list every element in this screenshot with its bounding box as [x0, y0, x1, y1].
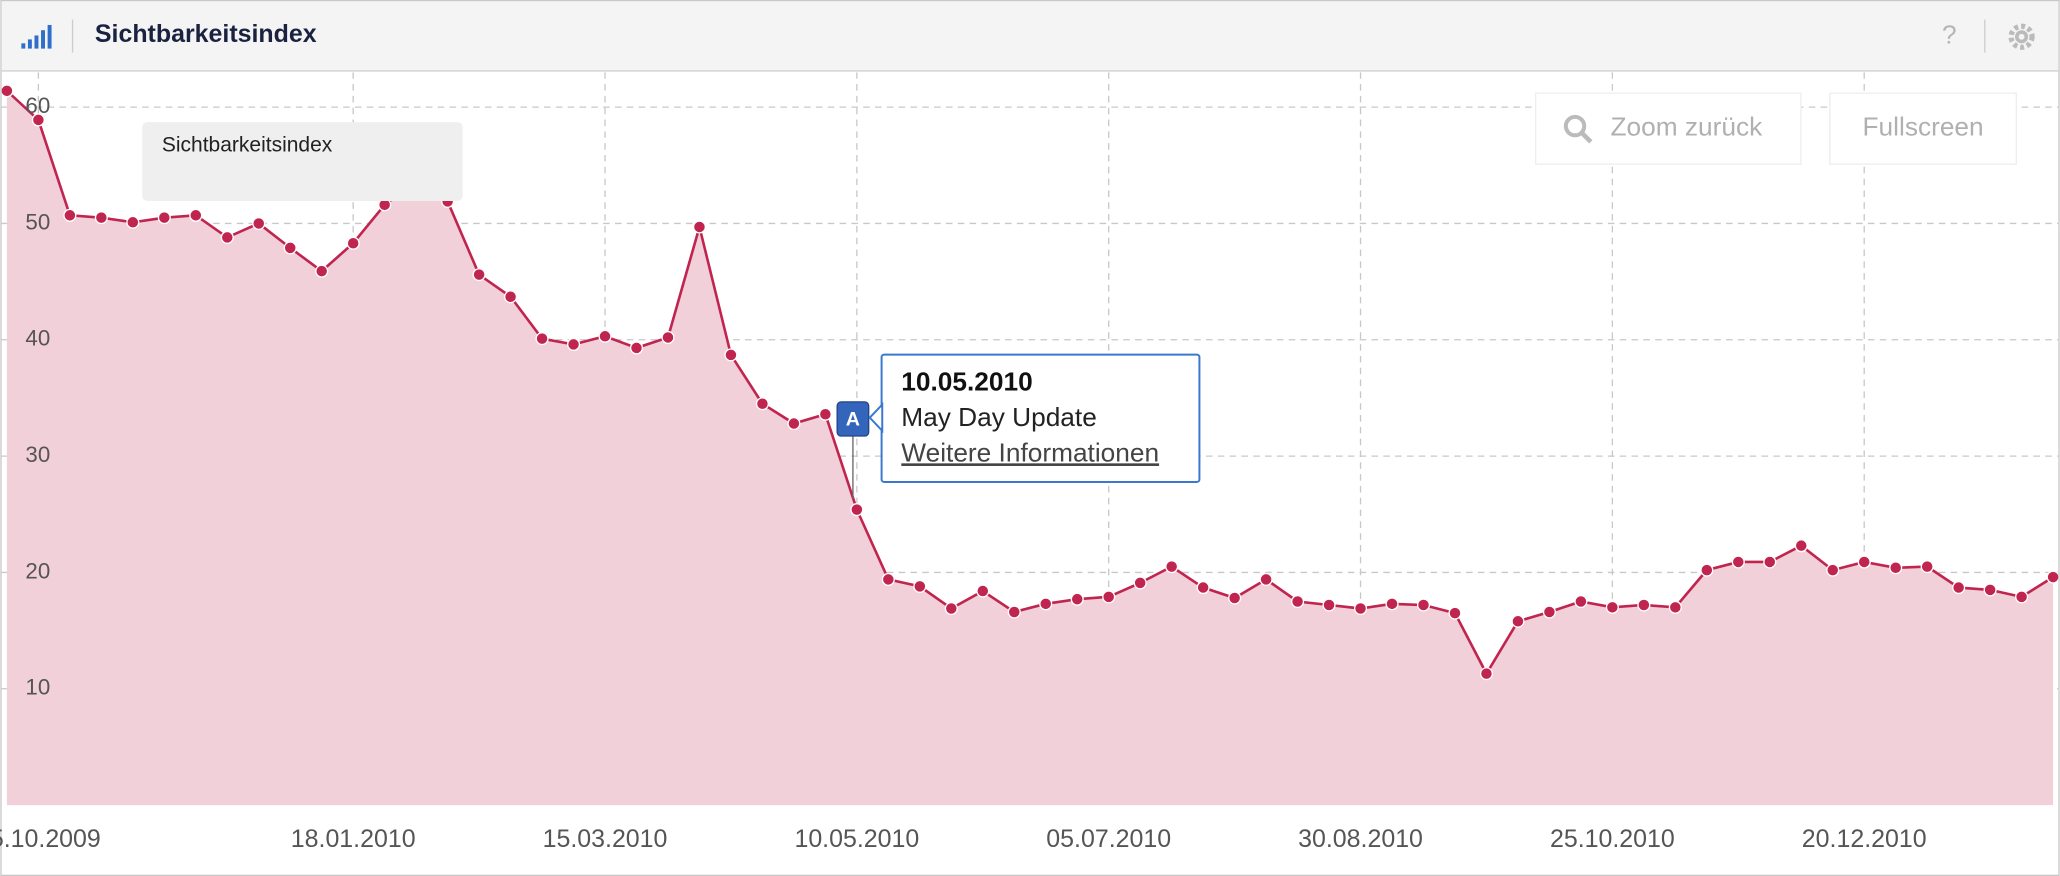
point[interactable] — [598, 329, 612, 343]
help-icon[interactable]: ? — [1942, 20, 1957, 50]
point[interactable] — [1889, 561, 1903, 575]
point[interactable] — [1826, 563, 1840, 577]
point[interactable] — [1700, 563, 1714, 577]
point[interactable] — [1983, 583, 1997, 597]
point[interactable] — [1637, 598, 1651, 612]
point[interactable] — [1039, 597, 1053, 611]
x-tick-label: 15.03.2010 — [543, 825, 668, 853]
point[interactable] — [1668, 600, 1682, 614]
point[interactable] — [818, 407, 832, 421]
point[interactable] — [63, 208, 77, 222]
legend-item[interactable]: Sichtbarkeitsindex — [162, 133, 333, 156]
point[interactable] — [913, 579, 927, 593]
point[interactable] — [157, 211, 171, 225]
flag[interactable] — [836, 401, 870, 437]
point[interactable] — [1165, 560, 1179, 574]
tooltip-date: 10.05.2010 — [901, 366, 1032, 396]
area-fill — [6, 90, 2054, 806]
tooltip-link[interactable]: Weitere Informationen — [901, 437, 1159, 467]
x-tick-label: 10.05.2010 — [794, 825, 919, 853]
point[interactable] — [1448, 606, 1462, 620]
tooltip-arrow — [868, 402, 884, 434]
y-tick-label: 60 — [25, 93, 50, 118]
point[interactable] — [2015, 590, 2029, 604]
point[interactable] — [1731, 555, 1745, 569]
x-tick-label: 05.07.2010 — [1046, 825, 1171, 853]
x-tick-label: 30.08.2010 — [1298, 825, 1423, 853]
point[interactable] — [472, 268, 486, 282]
point[interactable] — [1228, 591, 1242, 605]
zoom-icon — [1563, 114, 1587, 138]
tooltip-title: May Day Update — [901, 402, 1097, 432]
point[interactable] — [252, 216, 266, 231]
point[interactable] — [283, 241, 297, 255]
x-tick-label: 20.12.2010 — [1802, 825, 1927, 853]
point[interactable] — [1133, 576, 1147, 590]
point[interactable] — [1794, 539, 1808, 553]
fullscreen-button[interactable] — [1829, 92, 2017, 165]
x-tick-label: 25.10.2010 — [1550, 825, 1675, 853]
point[interactable] — [1416, 598, 1431, 612]
point[interactable] — [1952, 580, 1966, 595]
point[interactable] — [1857, 555, 1871, 569]
point[interactable] — [1763, 555, 1777, 569]
zoom-button[interactable] — [1534, 92, 1802, 165]
point[interactable] — [1479, 667, 1494, 681]
point[interactable] — [504, 290, 518, 304]
header-bar — [1, 1, 2059, 71]
point[interactable] — [881, 572, 895, 586]
zoom-label[interactable]: Zoom zurück — [1610, 112, 1763, 142]
legend-box — [142, 122, 463, 201]
settings-icon[interactable] — [2008, 23, 2035, 50]
point[interactable] — [1353, 601, 1368, 616]
point[interactable] — [315, 264, 329, 278]
point[interactable] — [976, 584, 990, 598]
point[interactable] — [629, 341, 644, 355]
point[interactable] — [1007, 605, 1021, 619]
point[interactable] — [944, 601, 958, 616]
point[interactable] — [1920, 560, 1934, 574]
point[interactable] — [661, 330, 675, 345]
header-title: Sichtbarkeitsindex — [95, 20, 317, 48]
y-tick-label: 30 — [25, 442, 50, 467]
point[interactable] — [94, 211, 108, 225]
point[interactable] — [1196, 580, 1210, 595]
y-tick-label: 50 — [25, 209, 50, 234]
point[interactable] — [1542, 605, 1556, 619]
point[interactable] — [31, 113, 45, 127]
point[interactable] — [220, 230, 234, 244]
point[interactable] — [755, 397, 769, 411]
signal-icon — [21, 24, 52, 49]
point[interactable] — [692, 220, 707, 234]
point[interactable] — [1511, 614, 1525, 628]
x-tick-label: 05.10.2009 — [0, 825, 101, 853]
point[interactable] — [1070, 592, 1084, 606]
point[interactable] — [787, 416, 801, 431]
x-tick-label: 18.01.2010 — [291, 825, 416, 853]
point[interactable] — [566, 337, 581, 352]
point[interactable] — [1322, 598, 1336, 612]
point[interactable] — [1385, 597, 1399, 611]
point[interactable] — [1291, 594, 1305, 609]
point[interactable] — [126, 215, 140, 229]
y-tick-label: 40 — [25, 326, 50, 351]
point[interactable] — [2046, 570, 2059, 584]
point[interactable] — [724, 348, 738, 362]
y-tick-label: 10 — [25, 675, 50, 700]
y-tick-label: 20 — [25, 558, 50, 583]
point[interactable] — [850, 503, 864, 517]
point[interactable] — [1, 84, 14, 98]
zoom-icon — [1579, 131, 1593, 144]
point[interactable] — [1259, 572, 1273, 586]
point[interactable] — [189, 208, 203, 222]
point[interactable] — [1605, 600, 1619, 614]
point[interactable] — [535, 332, 549, 346]
flag-label[interactable]: A — [846, 408, 860, 430]
point[interactable] — [1574, 594, 1588, 609]
point[interactable] — [346, 236, 360, 250]
point[interactable] — [1102, 590, 1116, 604]
fullscreen-label[interactable]: Fullscreen — [1863, 112, 1984, 142]
